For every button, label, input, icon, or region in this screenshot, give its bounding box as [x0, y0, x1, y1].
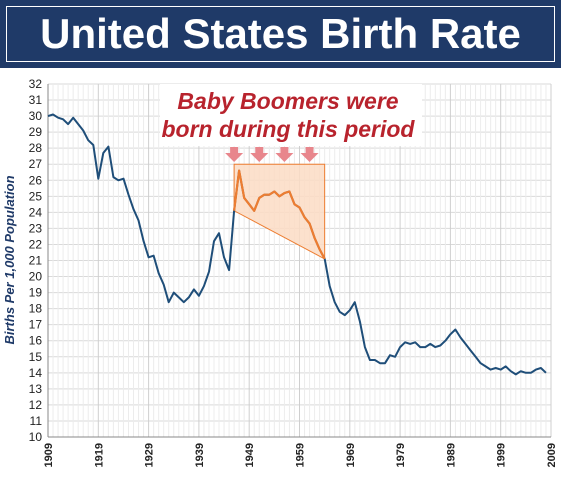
y-tick-label: 16	[29, 334, 43, 348]
down-arrow-icon	[225, 147, 244, 162]
x-tick-label: 1989	[445, 443, 457, 467]
x-tick-label: 1929	[144, 443, 156, 467]
title-frame	[6, 6, 555, 62]
y-tick-label: 26	[29, 173, 43, 187]
x-tick-label: 1969	[345, 443, 357, 467]
title-banner: United States Birth Rate	[0, 0, 561, 68]
y-tick-label: 25	[29, 189, 43, 203]
down-arrow-icon	[250, 147, 269, 162]
y-tick-label: 28	[29, 141, 43, 155]
chart-title: United States Birth Rate	[40, 10, 521, 57]
y-tick-label: 18	[29, 302, 43, 316]
y-tick-label: 24	[29, 205, 43, 219]
series-line	[47, 113, 547, 376]
y-tick-label: 13	[29, 382, 43, 396]
tick-labels: 10 11 12 13 14 15 16 17 18 19 20 21 22 23 24 25 26 27 28 29…	[29, 77, 558, 467]
y-axis-label: Births Per 1,000 Population	[2, 175, 17, 344]
y-tick-label: 22	[29, 237, 43, 251]
y-tick-label: 19	[29, 286, 43, 300]
annotation-text: Baby Boomers were	[177, 88, 398, 114]
x-tick-label: 1959	[295, 443, 307, 467]
x-tick-label: 1939	[194, 443, 206, 467]
x-tick-label: 1999	[496, 443, 508, 467]
line-chart: 10 11 12 13 14 15 16 17 18 19 20 21 22 23 24 25 26 27 28 29…	[2, 77, 558, 467]
y-tick-label: 11	[30, 414, 43, 428]
y-tick-label: 20	[29, 270, 43, 284]
y-tick-label: 23	[29, 221, 43, 235]
y-tick-label: 31	[29, 93, 43, 107]
y-tick-label: 32	[29, 77, 43, 91]
x-tick-label: 2009	[546, 443, 558, 467]
baby-boom-line	[233, 169, 326, 260]
down-arrow-icon	[300, 147, 319, 162]
x-tick-label: 1949	[244, 443, 256, 467]
y-tick-label: 27	[29, 157, 43, 171]
annotation-background	[160, 84, 422, 146]
y-tick-label: 21	[29, 254, 43, 268]
y-tick-label: 12	[29, 398, 43, 412]
down-arrow-icon	[275, 147, 294, 162]
y-tick-label: 29	[29, 125, 43, 139]
y-tick-label: 15	[29, 350, 43, 364]
axes	[47, 84, 551, 438]
y-tick-label: 14	[29, 366, 43, 380]
y-tick-label: 30	[29, 109, 43, 123]
x-tick-label: 1979	[395, 443, 407, 467]
y-tick-label: 17	[29, 318, 43, 332]
x-tick-label: 1909	[43, 443, 55, 467]
y-tick-label: 10	[29, 430, 43, 444]
x-tick-label: 1919	[93, 443, 105, 467]
annotation-text: born during this period	[162, 116, 416, 142]
